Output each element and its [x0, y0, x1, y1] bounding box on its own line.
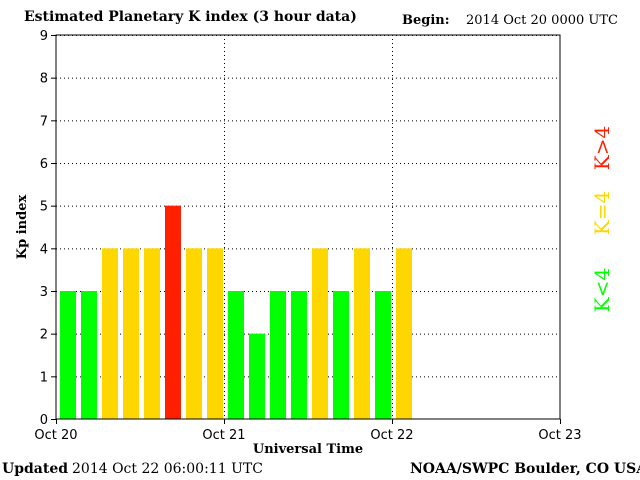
kp-bar [249, 333, 265, 419]
bar-series [60, 205, 412, 419]
kp-bar [186, 248, 202, 419]
y-axis-label: Kp index [15, 195, 30, 260]
y-tick-label: 3 [40, 285, 48, 300]
kp-bar [60, 291, 76, 419]
legend-entry: K>4 [590, 126, 614, 170]
x-axis-label: Universal Time [253, 442, 363, 457]
legend-entry: K=4 [590, 191, 614, 235]
x-axis-ticks: Oct 20 Oct 21 Oct 22 Oct 23 [34, 419, 582, 443]
begin-value: 2014 Oct 20 0000 UTC [466, 13, 618, 28]
y-tick-label: 8 [40, 72, 48, 87]
legend-entry: K<4 [590, 268, 614, 312]
x-tick-label: Oct 21 [202, 428, 245, 443]
y-tick-label: 0 [40, 413, 48, 428]
kp-bar [375, 291, 391, 419]
y-tick-label: 6 [40, 157, 48, 172]
x-tick-label: Oct 23 [538, 428, 581, 443]
begin-label: Begin: [402, 13, 450, 28]
kp-bar [354, 248, 370, 419]
chart-title: Estimated Planetary K index (3 hour data… [24, 9, 357, 25]
y-axis-ticks: 0 1 2 3 4 5 6 7 8 9 [40, 29, 56, 428]
kp-bar [102, 248, 118, 419]
kp-bar [228, 291, 244, 419]
x-tick-label: Oct 22 [370, 428, 413, 443]
y-tick-label: 9 [40, 29, 48, 44]
kp-bar [207, 248, 223, 419]
kp-bar [81, 291, 97, 419]
y-tick-label: 2 [40, 328, 48, 343]
y-tick-label: 1 [40, 370, 48, 385]
kp-bar [291, 291, 307, 419]
kp-bar [396, 248, 412, 419]
updated-timestamp: 2014 Oct 22 06:00:11 UTC [72, 461, 263, 477]
credit-line: NOAA/SWPC Boulder, CO USA [410, 461, 640, 477]
kp-bar [333, 291, 349, 419]
y-tick-label: 7 [40, 114, 48, 129]
kp-bar [312, 248, 328, 419]
y-tick-label: 5 [40, 200, 48, 215]
plot-frame [55, 34, 561, 420]
kp-bar [144, 248, 160, 419]
legend: K<4 K=4 K>4 [590, 126, 614, 312]
updated-label: Updated [2, 461, 69, 477]
kp-bar [165, 205, 181, 419]
kp-bar [270, 291, 286, 419]
kp-bar [123, 248, 139, 419]
x-tick-label: Oct 20 [34, 428, 77, 443]
y-tick-label: 4 [40, 242, 48, 257]
